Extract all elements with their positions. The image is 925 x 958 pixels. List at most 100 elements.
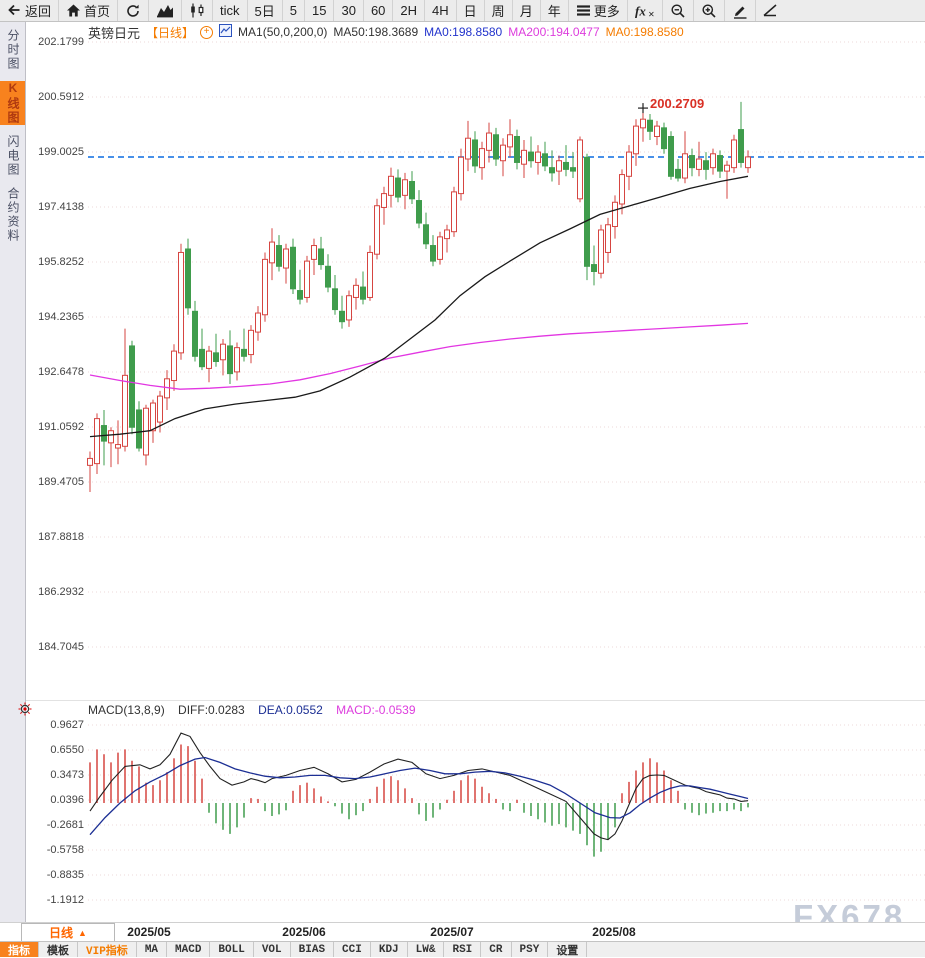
toolbar-button-15[interactable]: 15 [305, 0, 335, 21]
tab-设置[interactable]: 设置 [548, 942, 588, 958]
month-label: 2025/08 [592, 925, 636, 939]
tab-MA[interactable]: MA [137, 942, 168, 957]
sidebar-item-K线图[interactable]: K线图 [0, 81, 25, 125]
tab-LW&[interactable]: LW& [408, 942, 445, 957]
indicator-tab-bar: 指标 模板 VIP指标 MA MACD BOLL VOL BIAS CCI KDJ LW& RSI CR… [0, 941, 925, 958]
toolbar-button-label: tick [220, 3, 240, 18]
sidebar-item-分时图[interactable]: 分时图 [6, 29, 20, 71]
trendline-button[interactable] [756, 0, 925, 21]
refresh-icon [125, 3, 141, 19]
macd-axis-label: -1.1912 [46, 894, 84, 906]
tab-bar-filler [587, 942, 925, 957]
candlestick-icon [189, 3, 205, 18]
period-selector-label: 日线 [49, 926, 74, 940]
ma0-orange-value: MA0:198.8580 [605, 25, 684, 39]
sidebar-item-合约资料[interactable]: 合约资料 [6, 187, 20, 243]
macd-axis-label: -0.2681 [46, 819, 84, 831]
toolbar-button-5[interactable]: 5 [283, 0, 305, 21]
tab-指标[interactable]: 指标 [0, 942, 39, 958]
home-icon [66, 3, 81, 18]
toolbar-button-5日[interactable]: 5日 [248, 0, 283, 21]
x-axis: 2025/05 2025/06 2025/07 2025/08 [0, 922, 925, 942]
back-arrow-icon [7, 3, 22, 18]
chart-type-sidebar: 分时图 K线图闪电图合约资料 [0, 21, 26, 922]
toolbar-button-label: 15 [312, 3, 327, 18]
macd-axis-label: 0.6550 [50, 744, 84, 756]
dea-value: DEA:0.0552 [258, 703, 323, 717]
macd-axis-label: -0.5758 [46, 844, 84, 856]
period-tag: 【日线】 [146, 25, 195, 40]
tab-VIP指标[interactable]: VIP指标 [78, 942, 137, 958]
toolbar-button-tick[interactable]: tick [213, 0, 248, 21]
macd-axis-label: -0.8835 [46, 869, 84, 881]
toolbar-button-返回[interactable]: 返回 [0, 0, 60, 21]
toolbar-button-60[interactable]: 60 [364, 0, 394, 21]
fx-icon: fx ✕ [635, 4, 655, 18]
tab-CR[interactable]: CR [481, 942, 512, 957]
toolbar-button-label: 周 [491, 4, 505, 19]
price-axis-label: 192.6478 [38, 366, 84, 378]
macd-header: MACD(13,8,9) DIFF:0.0283 DEA:0.0552 MACD… [88, 703, 426, 717]
ma50-value: MA50:198.3689 [333, 25, 419, 39]
tab-MACD[interactable]: MACD [167, 942, 211, 957]
indicator-settings-icon[interactable] [18, 702, 32, 721]
tab-CCI[interactable]: CCI [334, 942, 371, 957]
tab-模板[interactable]: 模板 [39, 942, 78, 958]
month-label: 2025/05 [127, 925, 171, 939]
tab-BOLL[interactable]: BOLL [210, 942, 254, 957]
tab-KDJ[interactable]: KDJ [371, 942, 408, 957]
toolbar-button-label: 更多 [593, 4, 620, 19]
price-axis-label: 200.5912 [38, 91, 84, 103]
pencil-icon [732, 3, 748, 19]
toolbar-button-4H[interactable]: 4H [425, 0, 457, 21]
tab-RSI[interactable]: RSI [444, 942, 482, 957]
price-axis-label: 184.7045 [38, 641, 84, 653]
fx-button[interactable]: fx ✕ [628, 0, 663, 21]
toolbar-button-首页[interactable]: 首页 [59, 0, 119, 21]
add-indicator-icon[interactable]: + [200, 25, 214, 39]
ma200-value: MA200:194.0477 [508, 25, 600, 39]
toolbar-button-2H[interactable]: 2H [393, 0, 426, 21]
macd-axis-label: 0.0396 [50, 794, 84, 806]
toolbar-button-label: 首页 [84, 4, 111, 19]
chart-header: 英镑日元 【日线】 + MA1(50,0,200,0) MA50:198.368… [88, 24, 690, 41]
month-label: 2025/06 [282, 925, 326, 939]
toolbar-button-label: 2H [400, 3, 418, 18]
tab-BIAS[interactable]: BIAS [291, 942, 335, 957]
price-axis-label: 195.8252 [38, 256, 84, 268]
zoom-in-button[interactable] [694, 0, 725, 21]
pencil-button[interactable] [725, 0, 756, 21]
tab-PSY[interactable]: PSY [512, 942, 549, 957]
diff-value: DIFF:0.0283 [178, 703, 245, 717]
toolbar-button-30[interactable]: 30 [334, 0, 364, 21]
zoom-out-button[interactable] [663, 0, 694, 21]
sidebar-item-闪电图[interactable]: 闪电图 [6, 135, 20, 177]
macd-value: MACD:-0.0539 [336, 703, 416, 717]
toolbar: 返回 首页 tick 5日 5 15 30 60 2H 4H 日周月年 更多 fx ✕ [0, 0, 925, 22]
price-axis-label: 189.4705 [38, 476, 84, 488]
price-axis-label: 197.4138 [38, 201, 84, 213]
price-axis-label: 187.8818 [38, 531, 84, 543]
macd-axis-label: 0.3473 [50, 769, 84, 781]
toolbar-button-周[interactable]: 周 [485, 0, 513, 21]
tab-VOL[interactable]: VOL [254, 942, 291, 957]
menu-icon [576, 4, 591, 17]
macd-axis-label: 0.9627 [50, 719, 84, 731]
area-chart-button[interactable] [149, 0, 183, 21]
zoom-out-icon [670, 3, 686, 19]
high-price-annotation: 200.2709 [650, 96, 705, 111]
price-axis-label: 191.0592 [38, 421, 84, 433]
toolbar-button-更多[interactable]: 更多 [569, 0, 628, 21]
ma-settings: MA1(50,0,200,0) [238, 25, 328, 39]
candlestick-button[interactable] [182, 0, 214, 21]
toolbar-button-label: 60 [370, 3, 386, 18]
toolbar-button-月[interactable]: 月 [513, 0, 541, 21]
toolbar-button-label: 日 [463, 4, 477, 19]
toolbar-button-label: 4H [432, 3, 449, 18]
refresh-button[interactable] [118, 0, 150, 21]
toolbar-button-日[interactable]: 日 [457, 0, 485, 21]
toolbar-button-年[interactable]: 年 [541, 0, 569, 21]
period-selector-button[interactable]: 日线 ▲ [21, 923, 115, 942]
toolbar-button-label: 返回 [25, 4, 52, 19]
